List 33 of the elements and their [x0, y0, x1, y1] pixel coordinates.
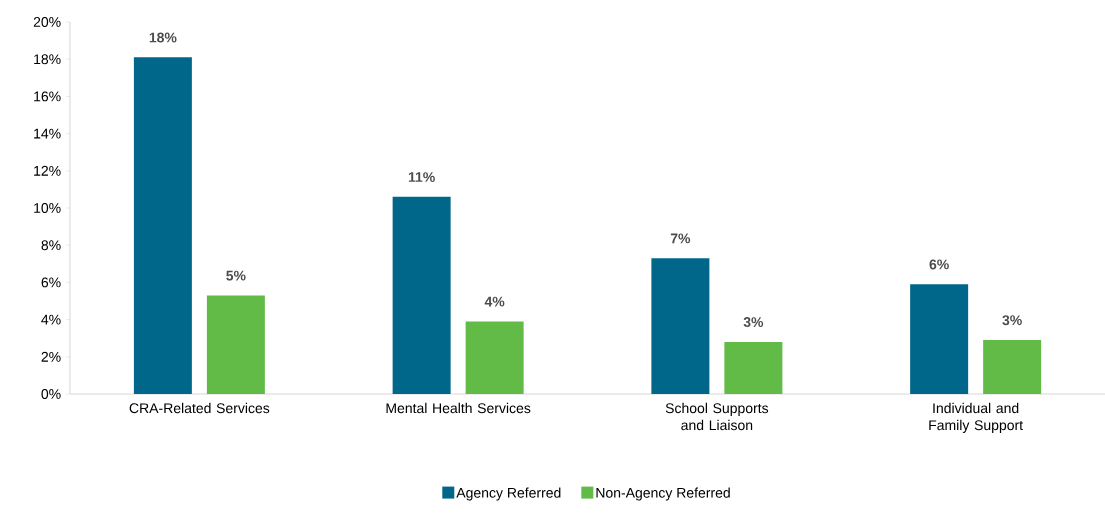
- bar: [465, 321, 524, 394]
- data-label: 5%: [226, 270, 246, 281]
- y-tick-label: 14%: [34, 128, 61, 139]
- data-label: 7%: [670, 233, 691, 244]
- bar: [651, 258, 710, 394]
- bar: [983, 340, 1042, 394]
- y-tick-label: 2%: [41, 351, 61, 362]
- data-label: 18%: [149, 32, 177, 43]
- data-label: 3%: [743, 317, 764, 328]
- y-tick-label: 12%: [34, 165, 61, 176]
- data-label: 6%: [929, 259, 949, 270]
- legend-label: Agency Referred: [456, 487, 561, 501]
- data-label: 11%: [408, 172, 435, 182]
- y-tick-label: 6%: [41, 277, 61, 288]
- bar: [724, 341, 783, 394]
- data-label: 3%: [1002, 315, 1022, 326]
- y-tick-label: 10%: [34, 203, 61, 213]
- y-tick-label: 16%: [34, 91, 61, 102]
- y-tick-label: 18%: [34, 54, 61, 65]
- y-tick-label: 20%: [33, 17, 61, 27]
- y-tick-label: 0%: [41, 389, 61, 399]
- legend-label: Non-Agency Referred: [596, 487, 730, 501]
- bar: [206, 295, 265, 394]
- bar: [910, 284, 969, 394]
- x-tick-label: Individual and Family Support: [929, 402, 1023, 433]
- x-tick-label: School Supports and Liaison: [665, 402, 769, 431]
- x-tick-label: Mental Health Services: [386, 402, 531, 414]
- y-tick-label: 8%: [41, 240, 61, 251]
- bar: [133, 57, 192, 394]
- y-tick-label: 4%: [41, 314, 61, 325]
- data-label: 4%: [484, 296, 505, 307]
- bar: [392, 196, 451, 394]
- x-tick-label: CRA-Related Services: [129, 402, 270, 414]
